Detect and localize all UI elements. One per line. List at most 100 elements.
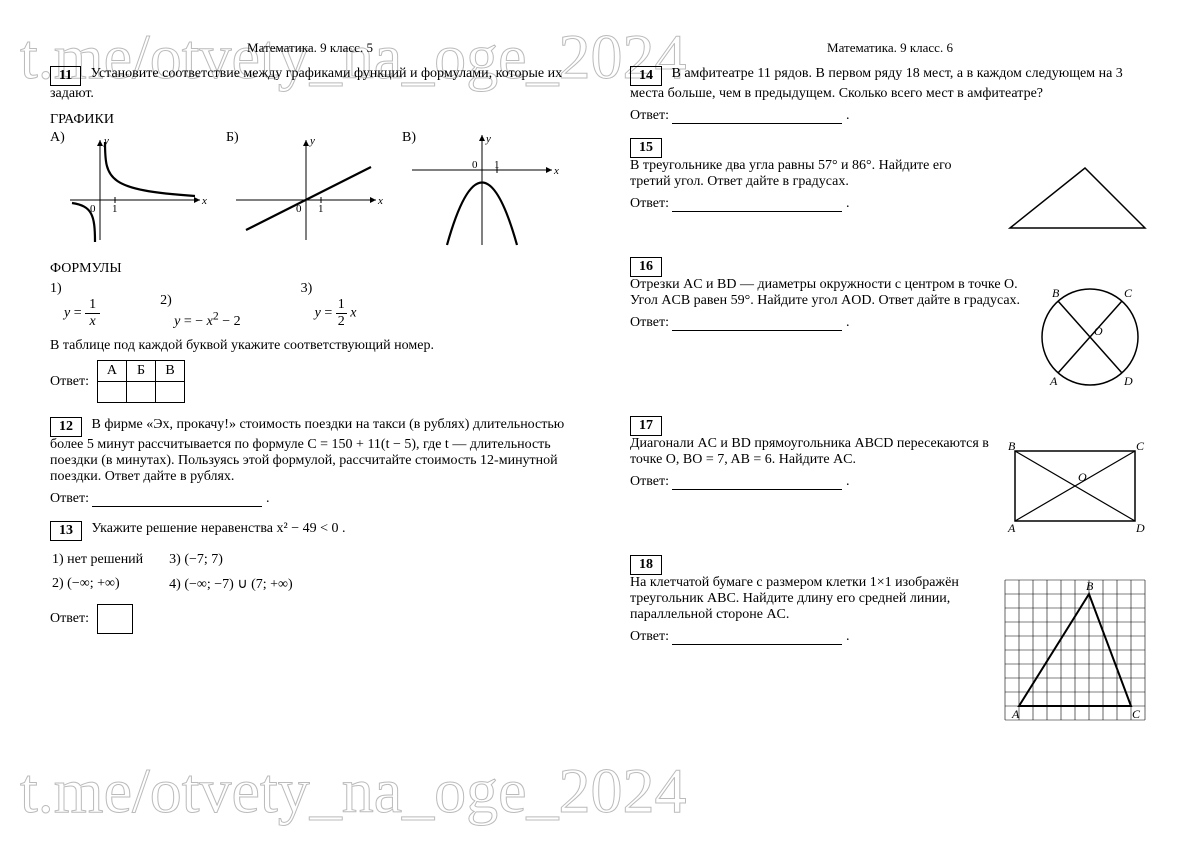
task-16: 16 Отрезки AC и BD — диаметры окружности…: [630, 257, 1150, 402]
svg-text:B: B: [1086, 579, 1094, 593]
graphs-heading: ГРАФИКИ: [50, 112, 570, 128]
task-17: 17 Диагонали AC и BD прямоугольника ABCD…: [630, 416, 1150, 541]
svg-text:1: 1: [112, 203, 118, 215]
parabola-icon: x y 0 1: [402, 130, 562, 250]
task-15: 15 В треугольнике два угла равны 57° и 8…: [630, 138, 1150, 243]
svg-text:A: A: [1011, 707, 1020, 721]
option-4: 4) (−∞; −7) ∪ (7; +∞): [169, 573, 316, 596]
cell-v[interactable]: [155, 382, 184, 403]
formula-2: 2) y = − x2 − 2: [160, 293, 240, 330]
cell-b[interactable]: [126, 382, 155, 403]
svg-text:D: D: [1135, 521, 1145, 535]
formulas-heading: ФОРМУЛЫ: [50, 261, 570, 277]
rectangle-figure: B C A D O: [1000, 436, 1150, 541]
formula-2-num: 2): [160, 293, 172, 308]
formula-1-num: 1): [50, 281, 62, 296]
svg-text:A: A: [1049, 374, 1058, 388]
graph-b: Б) x y 0 1: [226, 130, 386, 255]
cell-a[interactable]: [97, 382, 126, 403]
task-text: В фирме «Эх, прокачу!» стоимость поездки…: [50, 417, 564, 484]
svg-text:B: B: [1008, 439, 1016, 453]
svg-text:0: 0: [472, 159, 478, 171]
task-number: 13: [50, 521, 82, 541]
svg-text:x: x: [377, 195, 383, 207]
th-a: А: [97, 361, 126, 382]
triangle-figure: [1000, 158, 1150, 243]
formula-3-num: 3): [301, 281, 313, 296]
task-18: 18 На клетчатой бумаге с размером клетки…: [630, 555, 1150, 730]
svg-text:y: y: [485, 133, 491, 145]
svg-text:B: B: [1052, 286, 1060, 300]
grid-triangle-icon: A B C: [1000, 575, 1150, 725]
page-right: Математика. 9 класс. 6 14 В амфитеатре 1…: [610, 40, 1170, 828]
th-v: В: [155, 361, 184, 382]
graph-b-label: Б): [226, 130, 239, 146]
line-graph-icon: x y 0 1: [226, 130, 386, 250]
svg-text:O: O: [1094, 324, 1103, 338]
page-header-left: Математика. 9 класс. 5: [50, 40, 570, 56]
task-number: 11: [50, 66, 81, 86]
task-number: 16: [630, 257, 662, 277]
task-number: 18: [630, 555, 662, 575]
answer-blank[interactable]: [672, 476, 842, 490]
answer-blank[interactable]: [672, 631, 842, 645]
task-text: Укажите решение неравенства x² − 49 < 0 …: [92, 521, 346, 536]
task-number: 12: [50, 417, 82, 437]
svg-text:D: D: [1123, 374, 1133, 388]
table-instruction: В таблице под каждой буквой укажите соот…: [50, 338, 570, 354]
svg-text:C: C: [1132, 707, 1141, 721]
formula-1: 1) y = 1x: [50, 281, 100, 330]
task-text: Установите соответствие между графиками …: [50, 66, 562, 101]
task-text: В амфитеатре 11 рядов. В первом ряду 18 …: [630, 66, 1123, 101]
triangle-icon: [1000, 158, 1150, 238]
grid-triangle-figure: A B C: [1000, 575, 1150, 730]
task-text: На клетчатой бумаге с размером клетки 1×…: [630, 575, 959, 622]
formula-3: 3) y = 12 x: [301, 281, 357, 330]
answer-label: Ответ:: [630, 108, 669, 123]
svg-text:C: C: [1124, 286, 1133, 300]
task-11: 11 Установите соответствие между графика…: [50, 66, 570, 403]
task-text: Диагонали AC и BD прямоугольника ABCD пе…: [630, 436, 989, 467]
option-1: 1) нет решений: [52, 549, 167, 571]
answer-label: Ответ:: [50, 611, 89, 626]
answer-blank[interactable]: [672, 110, 842, 124]
task-number: 14: [630, 66, 662, 86]
graph-v-label: В): [402, 130, 416, 146]
page-left: Математика. 9 класс. 5 11 Установите соо…: [30, 40, 590, 828]
svg-text:C: C: [1136, 439, 1145, 453]
answer-blank[interactable]: [672, 317, 842, 331]
task-12: 12 В фирме «Эх, прокачу!» стоимость поез…: [50, 417, 570, 507]
task-number: 15: [630, 138, 662, 158]
answer-label: Ответ:: [630, 629, 669, 644]
svg-text:1: 1: [318, 203, 324, 215]
answer-table: АБВ: [97, 360, 185, 403]
circle-figure: B C A D O: [1030, 277, 1150, 402]
circle-diameters-icon: B C A D O: [1030, 277, 1150, 397]
answer-box[interactable]: [97, 604, 133, 634]
task-text: Отрезки AC и BD — диаметры окружности с …: [630, 277, 1020, 308]
th-b: Б: [126, 361, 155, 382]
svg-text:A: A: [1007, 521, 1016, 535]
graph-v: В) x y 0 1: [402, 130, 562, 255]
rectangle-diagonals-icon: B C A D O: [1000, 436, 1150, 536]
graph-a-label: А): [50, 130, 65, 146]
answer-label: Ответ:: [630, 196, 669, 211]
answer-label: Ответ:: [50, 491, 89, 506]
graphs-row: А) x y 0 1 Б): [50, 130, 570, 255]
task-13: 13 Укажите решение неравенства x² − 49 <…: [50, 521, 570, 634]
svg-text:x: x: [201, 195, 207, 207]
task-text: В треугольнике два угла равны 57° и 86°.…: [630, 158, 952, 189]
svg-text:y: y: [309, 135, 315, 147]
graph-a: А) x y 0 1: [50, 130, 210, 255]
answer-label: Ответ:: [630, 474, 669, 489]
task-14: 14 В амфитеатре 11 рядов. В первом ряду …: [630, 66, 1150, 124]
svg-text:O: O: [1078, 470, 1087, 484]
answer-blank[interactable]: [92, 493, 262, 507]
formulas-row: 1) y = 1x 2) y = − x2 − 2 3) y = 12 x: [50, 281, 570, 330]
hyperbola-icon: x y 0 1: [50, 130, 210, 250]
option-3: 3) (−7; 7): [169, 549, 316, 571]
option-2: 2) (−∞; +∞): [52, 573, 167, 596]
answer-blank[interactable]: [672, 198, 842, 212]
page-header-right: Математика. 9 класс. 6: [630, 40, 1150, 56]
answer-label: Ответ:: [50, 374, 89, 390]
